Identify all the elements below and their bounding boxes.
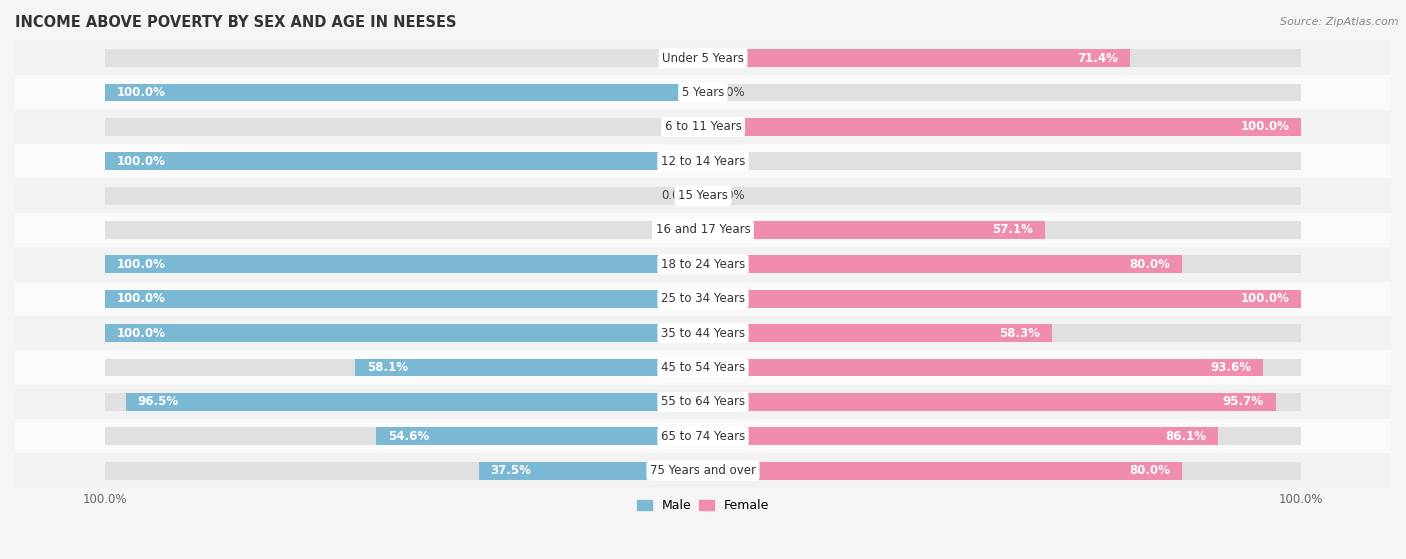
Text: 58.3%: 58.3% [998,326,1040,340]
Bar [356,358,703,376]
Bar [703,255,1181,273]
Bar [104,187,1302,205]
Bar [15,419,1391,453]
Bar [703,290,1302,307]
Bar [15,144,1391,178]
Text: 80.0%: 80.0% [1129,464,1170,477]
Bar [104,83,1302,101]
Bar [703,118,1302,136]
Text: INCOME ABOVE POVERTY BY SEX AND AGE IN NEESES: INCOME ABOVE POVERTY BY SEX AND AGE IN N… [15,15,457,30]
Text: 100.0%: 100.0% [117,326,166,340]
Bar [700,187,703,205]
Bar [104,324,1302,342]
Bar [104,290,703,307]
Text: 0.0%: 0.0% [661,51,690,65]
Text: 37.5%: 37.5% [491,464,531,477]
Text: 100.0%: 100.0% [117,292,166,305]
Text: 0.0%: 0.0% [716,155,745,168]
Bar [15,75,1391,110]
Bar [104,83,703,101]
Text: 0.0%: 0.0% [716,189,745,202]
Bar [703,152,706,170]
Bar [703,83,706,101]
Text: Source: ZipAtlas.com: Source: ZipAtlas.com [1281,17,1399,27]
Text: 100.0%: 100.0% [117,155,166,168]
Text: 71.4%: 71.4% [1077,51,1118,65]
Text: 0.0%: 0.0% [716,86,745,99]
Text: 0.0%: 0.0% [661,224,690,236]
Bar [700,118,703,136]
Text: 65 to 74 Years: 65 to 74 Years [661,430,745,443]
Text: 100.0%: 100.0% [1240,292,1289,305]
Bar [104,118,1302,136]
Text: 6 to 11 Years: 6 to 11 Years [665,120,741,134]
Text: 95.7%: 95.7% [1223,395,1264,409]
Bar [700,221,703,239]
Text: 100.0%: 100.0% [117,258,166,271]
Bar [703,393,1275,411]
Bar [15,385,1391,419]
Text: 12 to 14 Years: 12 to 14 Years [661,155,745,168]
Bar [104,358,1302,376]
Text: 45 to 54 Years: 45 to 54 Years [661,361,745,374]
Bar [15,178,1391,213]
Text: 0.0%: 0.0% [661,189,690,202]
Bar [703,324,1052,342]
Text: 55 to 64 Years: 55 to 64 Years [661,395,745,409]
Text: 5 Years: 5 Years [682,86,724,99]
Bar [700,49,703,67]
Text: 18 to 24 Years: 18 to 24 Years [661,258,745,271]
Bar [104,393,1302,411]
Legend: Male, Female: Male, Female [631,494,775,518]
Bar [478,462,703,480]
Text: 15 Years: 15 Years [678,189,728,202]
Text: 80.0%: 80.0% [1129,258,1170,271]
Bar [104,152,703,170]
Bar [15,316,1391,350]
Bar [703,49,1130,67]
Bar [104,290,1302,307]
Text: 35 to 44 Years: 35 to 44 Years [661,326,745,340]
Bar [703,427,1218,445]
Bar [15,282,1391,316]
Text: Under 5 Years: Under 5 Years [662,51,744,65]
Text: 57.1%: 57.1% [991,224,1032,236]
Bar [15,453,1391,488]
Bar [104,255,703,273]
Text: 16 and 17 Years: 16 and 17 Years [655,224,751,236]
Text: 93.6%: 93.6% [1211,361,1251,374]
Text: 0.0%: 0.0% [661,120,690,134]
Text: 100.0%: 100.0% [1240,120,1289,134]
Bar [104,152,1302,170]
Bar [15,350,1391,385]
Text: 58.1%: 58.1% [367,361,408,374]
Bar [104,255,1302,273]
Bar [104,324,703,342]
Text: 54.6%: 54.6% [388,430,429,443]
Bar [15,110,1391,144]
Bar [104,221,1302,239]
Bar [377,427,703,445]
Text: 96.5%: 96.5% [138,395,179,409]
Text: 86.1%: 86.1% [1166,430,1206,443]
Bar [104,462,1302,480]
Bar [15,213,1391,247]
Bar [104,49,1302,67]
Text: 100.0%: 100.0% [117,86,166,99]
Bar [703,358,1263,376]
Bar [703,462,1181,480]
Text: 25 to 34 Years: 25 to 34 Years [661,292,745,305]
Bar [703,187,706,205]
Bar [15,247,1391,282]
Bar [15,41,1391,75]
Bar [703,221,1045,239]
Bar [125,393,703,411]
Bar [104,427,1302,445]
Text: 75 Years and over: 75 Years and over [650,464,756,477]
